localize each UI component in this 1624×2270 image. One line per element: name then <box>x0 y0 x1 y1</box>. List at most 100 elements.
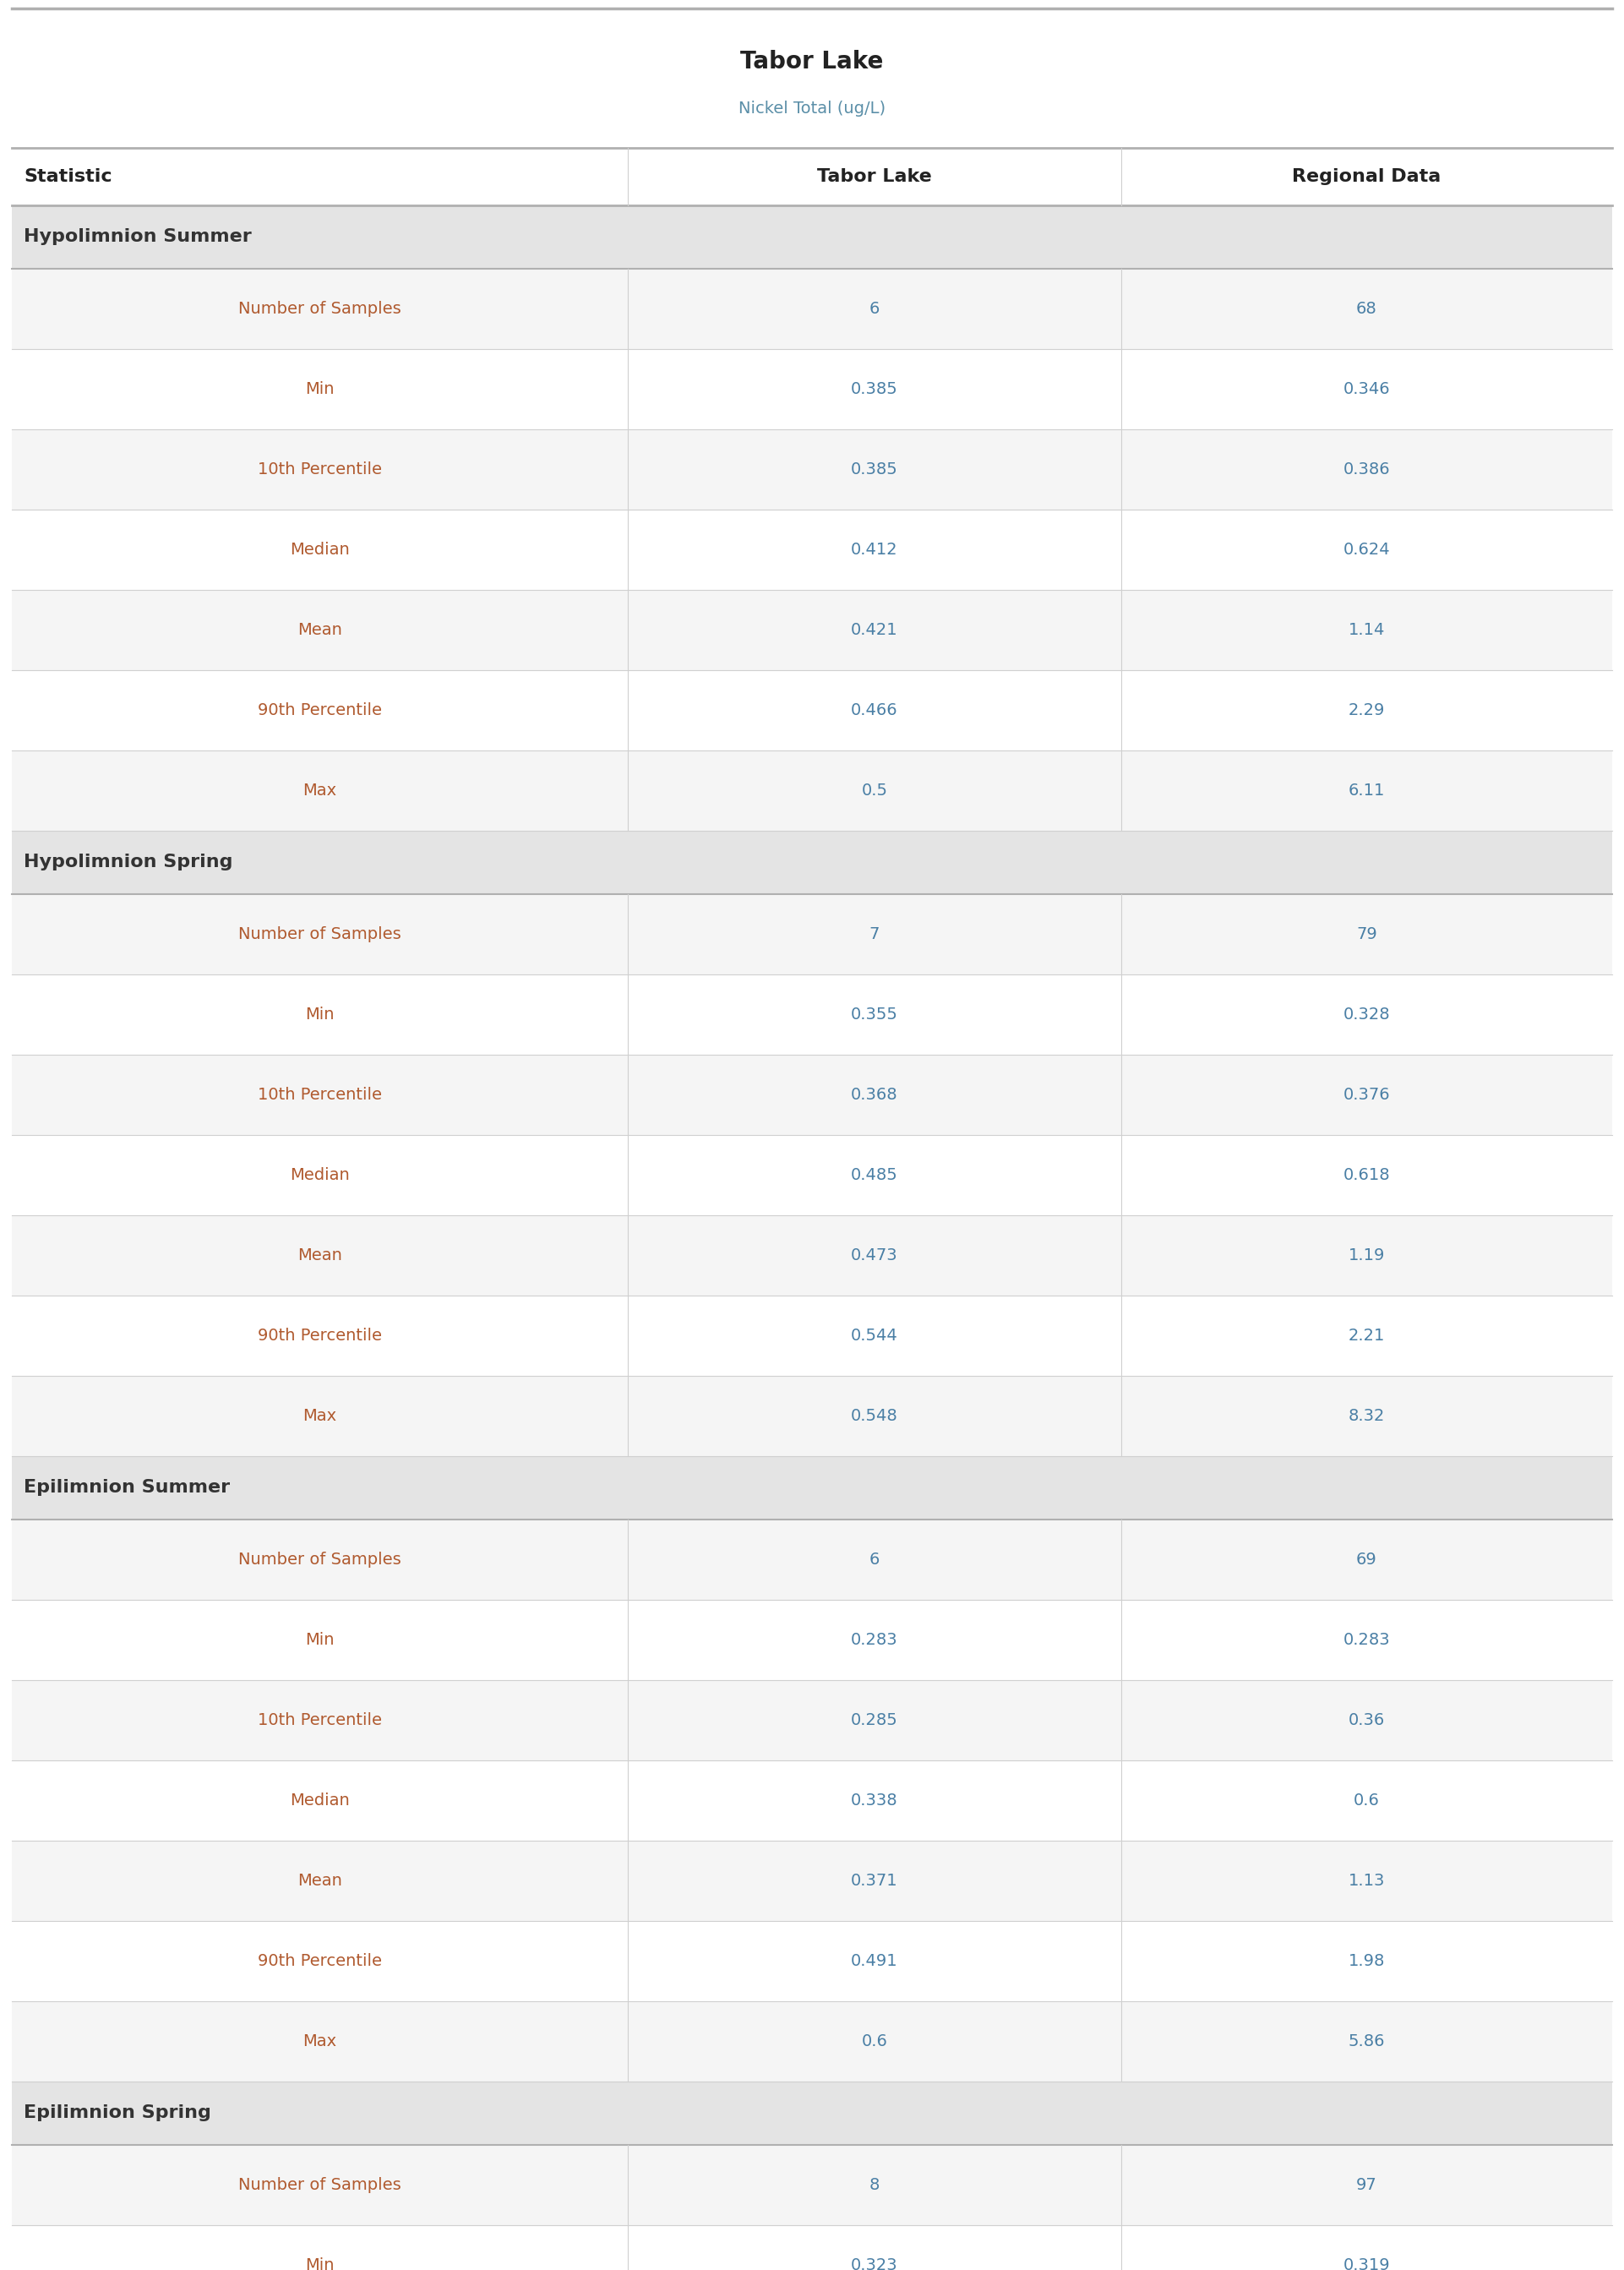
Text: Min: Min <box>305 1006 335 1021</box>
Text: 7: 7 <box>869 926 880 942</box>
Bar <box>11 268 1613 350</box>
Text: Median: Median <box>291 1167 349 1183</box>
Bar <box>11 1600 1613 1680</box>
Bar <box>11 9 1613 148</box>
Text: 2.21: 2.21 <box>1348 1328 1385 1344</box>
Bar <box>11 2225 1613 2270</box>
Text: 90th Percentile: 90th Percentile <box>258 701 382 717</box>
Bar <box>11 1214 1613 1296</box>
Text: Max: Max <box>304 1407 336 1423</box>
Bar <box>11 204 1613 268</box>
Text: 0.319: 0.319 <box>1343 2256 1390 2270</box>
Bar <box>11 1762 1613 1841</box>
Bar <box>11 590 1613 670</box>
Text: Nickel Total (ug/L): Nickel Total (ug/L) <box>739 100 885 116</box>
Text: Min: Min <box>305 1632 335 1648</box>
Text: 0.323: 0.323 <box>851 2256 898 2270</box>
Text: Median: Median <box>291 543 349 558</box>
Bar <box>11 508 1613 590</box>
Text: 68: 68 <box>1356 302 1377 318</box>
Text: 0.283: 0.283 <box>851 1632 898 1648</box>
Text: 10th Percentile: 10th Percentile <box>258 461 382 477</box>
Text: Hypolimnion Summer: Hypolimnion Summer <box>24 229 252 245</box>
Text: 6: 6 <box>869 302 880 318</box>
Bar <box>11 751 1613 831</box>
Bar <box>11 1135 1613 1214</box>
Text: Median: Median <box>291 1793 349 1809</box>
Text: Mean: Mean <box>297 1873 343 1889</box>
Text: 8.32: 8.32 <box>1348 1407 1385 1423</box>
Text: 0.376: 0.376 <box>1343 1087 1390 1103</box>
Bar <box>11 1519 1613 1600</box>
Text: 0.624: 0.624 <box>1343 543 1390 558</box>
Text: 0.385: 0.385 <box>851 461 898 477</box>
Text: Min: Min <box>305 381 335 397</box>
Text: 0.355: 0.355 <box>851 1006 898 1021</box>
Bar <box>11 974 1613 1056</box>
Bar <box>11 2082 1613 2145</box>
Text: 10th Percentile: 10th Percentile <box>258 1087 382 1103</box>
Text: 6.11: 6.11 <box>1348 783 1385 799</box>
Text: 0.338: 0.338 <box>851 1793 898 1809</box>
Text: 0.618: 0.618 <box>1343 1167 1390 1183</box>
Text: 0.548: 0.548 <box>851 1407 898 1423</box>
Text: 0.466: 0.466 <box>851 701 898 717</box>
Text: Statistic: Statistic <box>24 168 112 186</box>
Text: 5.86: 5.86 <box>1348 2034 1385 2050</box>
Text: 0.491: 0.491 <box>851 1952 898 1968</box>
Text: 10th Percentile: 10th Percentile <box>258 1712 382 1727</box>
Text: 90th Percentile: 90th Percentile <box>258 1328 382 1344</box>
Text: 0.368: 0.368 <box>851 1087 898 1103</box>
Text: 79: 79 <box>1356 926 1377 942</box>
Text: 1.14: 1.14 <box>1348 622 1385 638</box>
Text: 1.13: 1.13 <box>1348 1873 1385 1889</box>
Text: 0.6: 0.6 <box>1353 1793 1379 1809</box>
Text: Mean: Mean <box>297 1249 343 1264</box>
Bar <box>11 350 1613 429</box>
Text: 0.544: 0.544 <box>851 1328 898 1344</box>
Text: 0.371: 0.371 <box>851 1873 898 1889</box>
Text: 0.412: 0.412 <box>851 543 898 558</box>
Text: 0.485: 0.485 <box>851 1167 898 1183</box>
Text: Epilimnion Summer: Epilimnion Summer <box>24 1480 231 1496</box>
Text: Regional Data: Regional Data <box>1293 168 1440 186</box>
Text: 8: 8 <box>869 2177 880 2193</box>
Bar <box>11 1455 1613 1519</box>
Text: Mean: Mean <box>297 622 343 638</box>
Text: 0.473: 0.473 <box>851 1249 898 1264</box>
Text: Number of Samples: Number of Samples <box>239 2177 401 2193</box>
Text: 0.328: 0.328 <box>1343 1006 1390 1021</box>
Text: 0.385: 0.385 <box>851 381 898 397</box>
Text: 69: 69 <box>1356 1553 1377 1569</box>
Text: Epilimnion Spring: Epilimnion Spring <box>24 2104 211 2122</box>
Text: Max: Max <box>304 2034 336 2050</box>
Text: Number of Samples: Number of Samples <box>239 302 401 318</box>
Bar <box>11 429 1613 508</box>
Text: 0.421: 0.421 <box>851 622 898 638</box>
Bar <box>11 1296 1613 1376</box>
Text: 97: 97 <box>1356 2177 1377 2193</box>
Text: 1.19: 1.19 <box>1348 1249 1385 1264</box>
Bar <box>11 148 1613 204</box>
Bar <box>11 1056 1613 1135</box>
Bar <box>11 894 1613 974</box>
Text: 0.285: 0.285 <box>851 1712 898 1727</box>
Bar <box>11 831 1613 894</box>
Bar <box>11 1920 1613 2002</box>
Text: Tabor Lake: Tabor Lake <box>741 50 883 73</box>
Text: 0.5: 0.5 <box>861 783 887 799</box>
Text: Tabor Lake: Tabor Lake <box>817 168 932 186</box>
Text: 0.386: 0.386 <box>1343 461 1390 477</box>
Text: 1.98: 1.98 <box>1348 1952 1385 1968</box>
Bar <box>11 1680 1613 1762</box>
Text: 90th Percentile: 90th Percentile <box>258 1952 382 1968</box>
Bar <box>11 1376 1613 1455</box>
Bar <box>11 2145 1613 2225</box>
Text: Number of Samples: Number of Samples <box>239 1553 401 1569</box>
Text: Number of Samples: Number of Samples <box>239 926 401 942</box>
Text: 2.29: 2.29 <box>1348 701 1385 717</box>
Bar <box>11 670 1613 751</box>
Text: Hypolimnion Spring: Hypolimnion Spring <box>24 854 232 872</box>
Bar <box>11 1841 1613 1920</box>
Text: Min: Min <box>305 2256 335 2270</box>
